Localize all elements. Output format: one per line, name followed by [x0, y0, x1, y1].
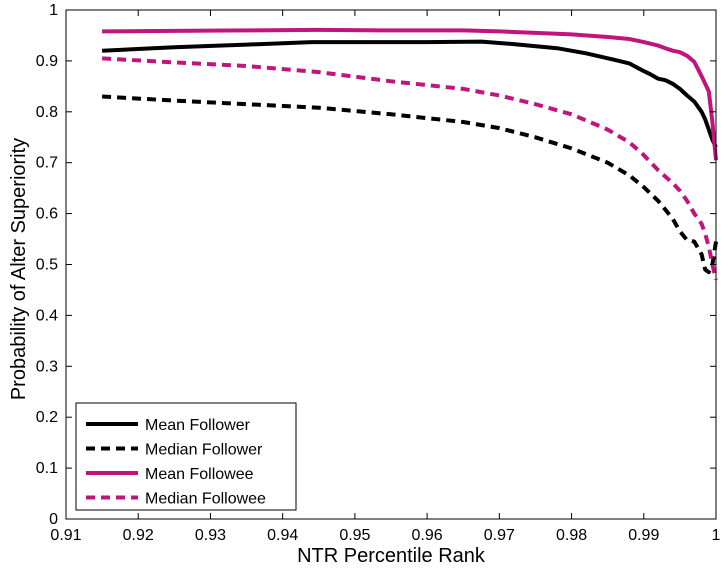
series-line-median-followee: [101, 56, 718, 281]
y-tick-label: 0.4: [36, 307, 58, 324]
y-tick-label: 0.1: [36, 460, 58, 477]
x-tick-label: 0.96: [412, 527, 443, 544]
x-tick-label: 0.99: [628, 527, 659, 544]
y-tick-label: 0.8: [36, 104, 58, 121]
y-tick-label: 0: [49, 511, 58, 528]
legend-box: [75, 402, 297, 511]
y-tick-label: 0.2: [36, 409, 58, 426]
y-tick-label: 1: [49, 2, 58, 19]
x-tick-label: 0.97: [484, 527, 515, 544]
legend-label: Mean Followee: [145, 466, 254, 483]
legend-label: Median Follower: [145, 442, 263, 459]
x-axis-label: NTR Percentile Rank: [297, 545, 486, 567]
x-tick-label: 0.93: [195, 527, 226, 544]
plot-area: [101, 27, 718, 281]
x-tick-label: 0.98: [556, 527, 587, 544]
legend-label: Median Followee: [145, 491, 266, 508]
x-tick-label: 0.94: [267, 527, 298, 544]
x-tick-label: 0.95: [339, 527, 370, 544]
x-tick-label: 0.92: [123, 527, 154, 544]
series-line-median-follower: [101, 94, 718, 275]
x-tick-label: 0.91: [50, 527, 81, 544]
y-tick-label: 0.3: [36, 358, 58, 375]
y-tick-label: 0.7: [36, 155, 58, 172]
y-axis-label: Probability of Alter Superiority: [8, 138, 30, 400]
x-tick-label: 1: [712, 527, 721, 544]
y-tick-label: 0.6: [36, 206, 58, 223]
y-tick-label: 0.5: [36, 257, 58, 274]
series-line-mean-followee: [102, 27, 718, 161]
legend-label: Mean Follower: [145, 417, 251, 434]
y-tick-label: 0.9: [36, 53, 58, 70]
legend: Mean Follower Median Follower Mean Followe…: [75, 402, 297, 511]
series-line-mean-follower: [102, 39, 718, 149]
axes: 0.91 0.92 0.93 0.94 0.95 0.96 0.97 0.98 0.99 100.…: [36, 2, 721, 544]
